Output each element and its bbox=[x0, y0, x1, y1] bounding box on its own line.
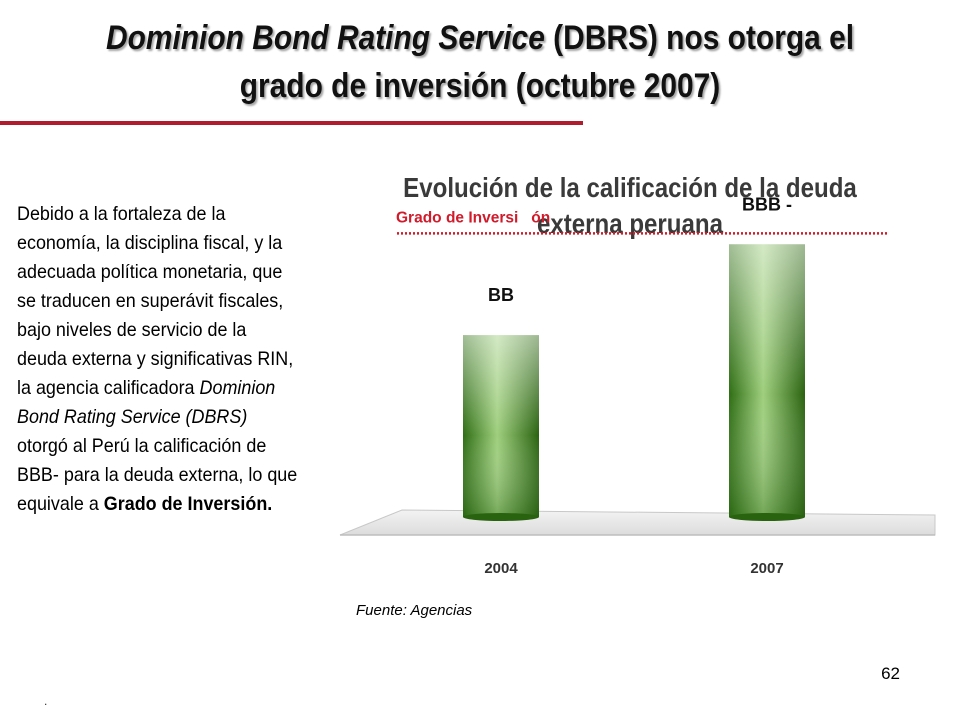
chart-floor bbox=[339, 509, 936, 536]
bar-base-2007 bbox=[729, 513, 805, 521]
body-text-1: Debido a la fortaleza de la economía, la… bbox=[17, 203, 294, 399]
slide-title: Dominion Bond Rating Service (DBRS) nos … bbox=[93, 14, 867, 110]
title-rest: (DBRS) nos otorga el grado de inversión … bbox=[239, 19, 855, 105]
data-label-2004: BB bbox=[488, 285, 514, 305]
category-label-2004: 2004 bbox=[484, 560, 518, 577]
footer-mark: . bbox=[44, 694, 48, 708]
page-number: 62 bbox=[881, 664, 900, 683]
body-text-agency: Dominion Bond Rating Service (DBRS) bbox=[17, 377, 276, 428]
source-note: Fuente: Agencias bbox=[356, 602, 473, 619]
investment-grade-label: Grado de Inversi ón bbox=[396, 209, 550, 226]
body-text-2: otorgó al Perú la calificación de BBB- p… bbox=[17, 435, 298, 515]
title-divider bbox=[0, 121, 583, 125]
bar-shade-2007 bbox=[729, 244, 805, 517]
body-text-investment-grade: Grado de Inversión. bbox=[103, 493, 273, 515]
title-italic: Dominion Bond Rating Service bbox=[105, 19, 545, 57]
bar-shade-2004 bbox=[463, 335, 539, 517]
body-paragraph: Debido a la fortaleza de la economía, la… bbox=[17, 200, 298, 519]
data-label-2007: BBB - bbox=[742, 194, 792, 214]
chart-title: Evolución de la calificación de la deuda… bbox=[403, 172, 857, 239]
bar-base-2004 bbox=[463, 513, 539, 521]
category-label-2007: 2007 bbox=[750, 560, 783, 577]
